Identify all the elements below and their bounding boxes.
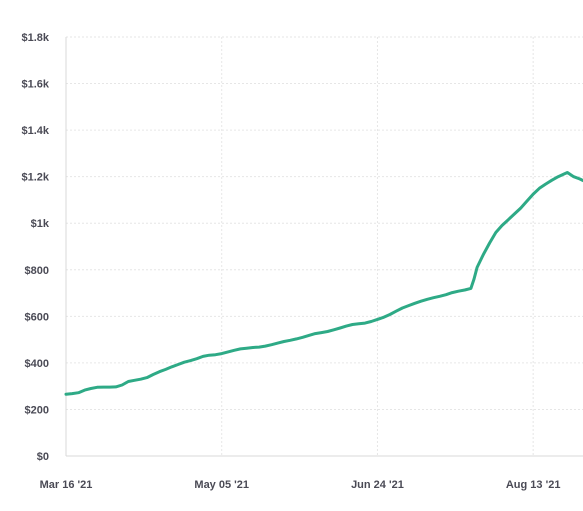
y-tick-label: $1.2k <box>21 172 49 184</box>
y-tick-label: $200 <box>25 404 49 416</box>
x-axis: Mar 16 '21 May 05 '21 Jun 24 '21 Aug 13 '21 <box>40 455 583 491</box>
y-tick-label: $1.4k <box>21 125 49 137</box>
y-tick-label: $800 <box>25 265 49 277</box>
x-tick-label: May 05 '21 <box>194 479 249 491</box>
y-tick-label: $1.6k <box>21 79 49 91</box>
y-tick-label: $600 <box>25 311 49 323</box>
series-line <box>64 171 583 396</box>
x-tick-label: Mar 16 '21 <box>40 479 93 491</box>
series-layer <box>64 171 583 396</box>
y-tick-label: $0 <box>37 451 49 463</box>
y-tick-label: $400 <box>25 358 49 370</box>
y-tick-label: $1k <box>31 218 50 230</box>
x-tick-label: Aug 13 '21 <box>506 479 561 491</box>
x-tick-label: Jun 24 '21 <box>351 479 404 491</box>
y-tick-label: $1.8k <box>21 32 49 44</box>
grid-lines <box>66 36 583 456</box>
y-axis: $0 $200 $400 $600 $800 $1k $1.2k $1.4k $1.6k $1.8… <box>21 32 67 463</box>
